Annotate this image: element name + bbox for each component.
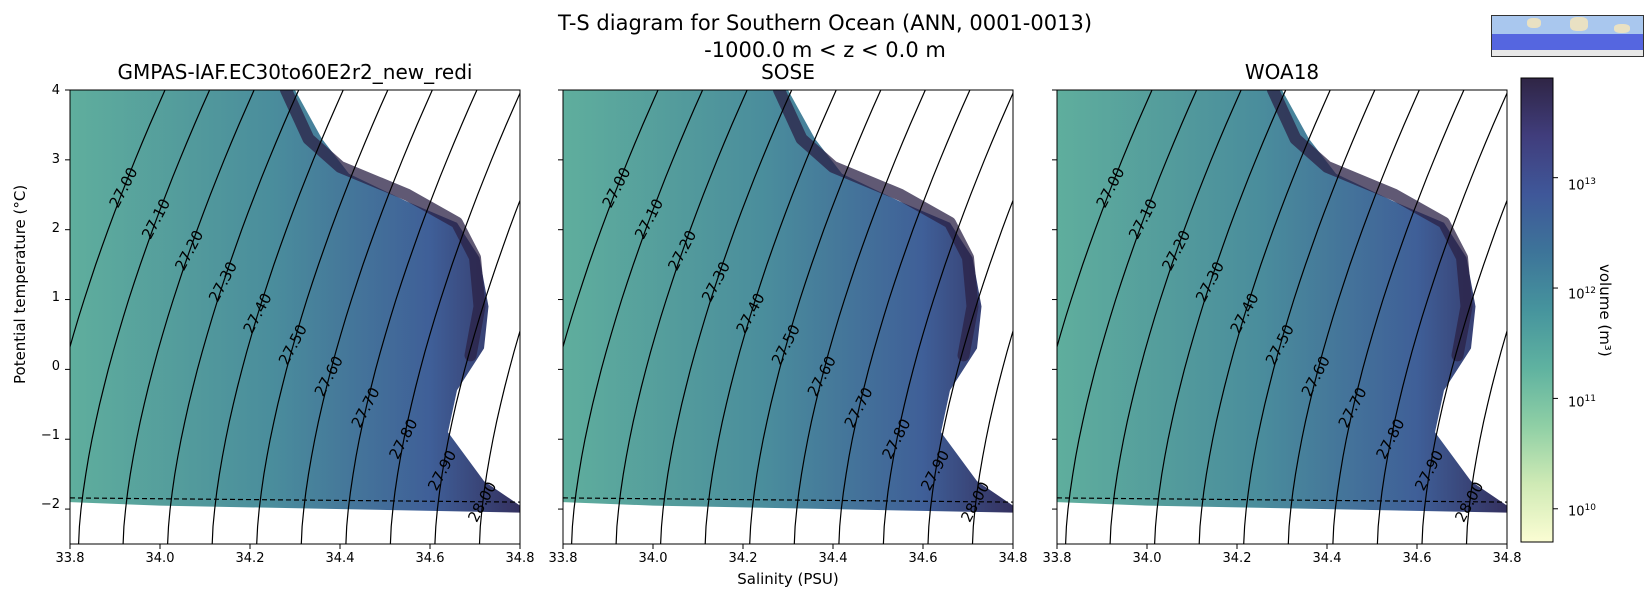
density-contour bbox=[615, 90, 748, 544]
colorbar bbox=[1520, 77, 1554, 543]
density-contour bbox=[571, 90, 704, 544]
heatmap-volume-region bbox=[1057, 90, 1507, 513]
colorbar-tick-label: 1013 bbox=[1568, 177, 1596, 194]
colorbar-tick-label: 1011 bbox=[1568, 394, 1596, 411]
x-tick-label: 34.0 bbox=[145, 551, 175, 566]
density-contour bbox=[927, 198, 1013, 544]
inset-map-land bbox=[1570, 17, 1588, 31]
panel-1: 27.0027.1027.2027.3027.4027.5027.6027.70… bbox=[65, 89, 521, 549]
density-contour bbox=[478, 329, 520, 544]
density-contour bbox=[1287, 90, 1420, 544]
density-contour bbox=[838, 90, 971, 544]
plot-frame bbox=[1056, 89, 1508, 545]
colorbar-tick-label: 1010 bbox=[1568, 503, 1596, 520]
density-contour bbox=[793, 90, 926, 544]
x-tick-label: 33.8 bbox=[1042, 551, 1072, 566]
freezing-line bbox=[70, 497, 520, 503]
plot-frame bbox=[562, 89, 1014, 545]
y-tick-label: −1 bbox=[40, 428, 60, 443]
density-contour bbox=[749, 90, 882, 544]
inset-map-ocean-band bbox=[1492, 34, 1643, 50]
x-tick-label: 34.8 bbox=[1492, 551, 1522, 566]
heatmap-core-ridge bbox=[773, 90, 979, 362]
x-tick-label: 34.2 bbox=[235, 551, 265, 566]
y-tick-label: 4 bbox=[51, 83, 60, 98]
inset-map-antarctica bbox=[1492, 50, 1643, 56]
density-contour bbox=[882, 91, 1013, 544]
density-contour bbox=[78, 90, 211, 544]
inset-map-land bbox=[1527, 18, 1541, 28]
density-contour bbox=[1065, 90, 1198, 544]
density-contour bbox=[704, 90, 837, 544]
density-contour bbox=[1109, 90, 1242, 544]
y-tick-label: 3 bbox=[51, 152, 60, 167]
x-tick-label: 34.4 bbox=[1312, 551, 1342, 566]
x-tick-label: 34.6 bbox=[1402, 551, 1432, 566]
density-contour bbox=[122, 90, 255, 544]
density-contour bbox=[1332, 90, 1465, 544]
density-contour bbox=[1057, 90, 1153, 349]
density-contour bbox=[1421, 198, 1507, 544]
x-tick-label: 33.8 bbox=[55, 551, 85, 566]
density-contour bbox=[563, 90, 659, 349]
density-contour bbox=[211, 90, 344, 544]
y-tick-label: −2 bbox=[40, 497, 60, 512]
y-axis-label: Potential temperature (°C) bbox=[11, 184, 29, 384]
freezing-line bbox=[563, 497, 1013, 503]
x-tick-label: 34.0 bbox=[638, 551, 668, 566]
panel-2: 27.0027.1027.2027.3027.4027.5027.6027.70… bbox=[558, 89, 1014, 549]
x-tick-label: 34.6 bbox=[415, 551, 445, 566]
x-tick-label: 34.4 bbox=[325, 551, 355, 566]
heatmap-volume-region bbox=[70, 90, 520, 513]
x-tick-label: 34.2 bbox=[728, 551, 758, 566]
colorbar-tick-label: 1012 bbox=[1568, 286, 1596, 303]
figure-title-line1: T-S diagram for Southern Ocean (ANN, 000… bbox=[557, 11, 1093, 35]
panel-3: 27.0027.1027.2027.3027.4027.5027.6027.70… bbox=[1052, 89, 1508, 549]
x-tick-label: 34.2 bbox=[1222, 551, 1252, 566]
density-contour bbox=[389, 91, 520, 544]
density-contour bbox=[1198, 90, 1331, 544]
x-tick-label: 34.6 bbox=[908, 551, 938, 566]
panel-title-1: GMPAS-IAF.EC30to60E2r2_new_redi bbox=[117, 60, 473, 84]
heatmap-core-ridge bbox=[1267, 90, 1473, 362]
y-tick-label: 0 bbox=[51, 359, 60, 374]
y-tick-label: 2 bbox=[51, 221, 60, 236]
density-contour bbox=[300, 90, 433, 544]
panel-title-3: WOA18 bbox=[1244, 60, 1320, 84]
density-contour bbox=[1154, 90, 1287, 544]
density-contour bbox=[345, 90, 478, 544]
x-tick-label: 34.4 bbox=[818, 551, 848, 566]
density-contour bbox=[660, 90, 793, 544]
freezing-line bbox=[1057, 497, 1507, 503]
y-tick-label: 1 bbox=[51, 290, 60, 305]
figure-title-line2: -1000.0 m < z < 0.0 m bbox=[704, 38, 946, 62]
density-contour bbox=[971, 329, 1013, 544]
x-tick-label: 34.8 bbox=[998, 551, 1028, 566]
x-tick-label: 34.0 bbox=[1132, 551, 1162, 566]
density-contour bbox=[70, 90, 166, 349]
panel-title-2: SOSE bbox=[761, 60, 815, 84]
x-axis-label: Salinity (PSU) bbox=[737, 570, 839, 588]
density-contour bbox=[1465, 329, 1507, 544]
inset-map bbox=[1491, 15, 1644, 57]
density-contour bbox=[256, 90, 389, 544]
density-contour bbox=[167, 90, 300, 544]
density-contour bbox=[1376, 91, 1507, 544]
x-tick-label: 33.8 bbox=[548, 551, 578, 566]
colorbar-label: volume (m³) bbox=[1596, 264, 1614, 357]
plot-frame bbox=[69, 89, 521, 545]
density-contour bbox=[434, 198, 520, 544]
heatmap-core-ridge bbox=[280, 90, 486, 362]
inset-map-land bbox=[1614, 24, 1630, 33]
x-tick-label: 34.8 bbox=[505, 551, 535, 566]
heatmap-volume-region bbox=[563, 90, 1013, 513]
density-contour bbox=[1243, 90, 1376, 544]
